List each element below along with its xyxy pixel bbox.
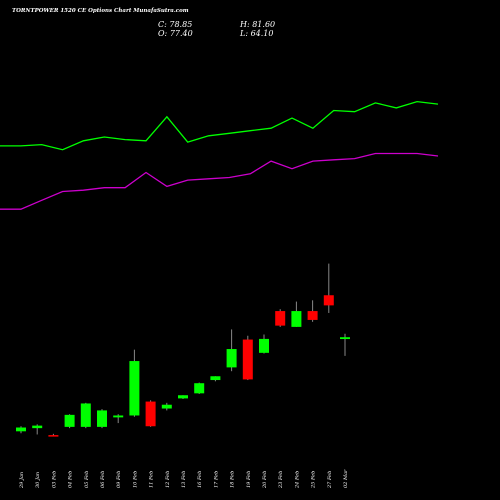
bull-candle	[80, 403, 91, 427]
bear-candle	[48, 435, 59, 437]
bull-candle	[64, 414, 75, 427]
x-tick-label: 04 Feb	[68, 471, 74, 488]
bull-candle	[226, 349, 237, 368]
bull-candle	[16, 427, 26, 432]
bull-candle	[113, 415, 124, 418]
bull-candle	[129, 361, 140, 416]
chart-title: TORNTPOWER 1520 CE Options Chart MunafaS…	[12, 8, 189, 14]
bear-candle	[275, 311, 286, 326]
x-tick-label: 17 Feb	[213, 471, 219, 488]
x-tick-label: 05 Feb	[84, 471, 90, 488]
x-tick-label: 09 Feb	[116, 471, 122, 488]
x-tick-label: 13 Feb	[181, 471, 187, 488]
x-tick-label: 29 Jan	[19, 472, 25, 489]
x-tick-label: 30 Jan	[35, 472, 41, 488]
high-readout: H: 81.60	[240, 20, 276, 29]
bull-candle	[291, 311, 302, 327]
bull-candle	[194, 383, 205, 394]
x-tick-label: 19 Feb	[246, 471, 252, 488]
bear-candle	[307, 311, 318, 320]
x-tick-label: 18 Feb	[230, 471, 236, 488]
bull-candle	[259, 338, 269, 353]
bear-candle	[323, 295, 334, 306]
x-tick-label: 11 Feb	[149, 471, 155, 488]
upper-band-line	[0, 100, 439, 151]
x-tick-label: 03 Feb	[51, 471, 57, 488]
close-readout: C: 78.85	[158, 20, 193, 29]
bear-candle	[242, 339, 253, 380]
x-tick-label: 06 Feb	[100, 471, 106, 488]
bull-candle	[178, 395, 188, 399]
x-tick-label: 12 Feb	[165, 471, 171, 488]
x-tick-label: 27 Feb	[327, 471, 333, 489]
bull-candle	[210, 376, 221, 381]
x-tick-label: 23 Feb	[278, 471, 284, 489]
bull-candle	[340, 337, 350, 340]
x-tick-label: 24 Feb	[294, 471, 300, 489]
x-tick-label: 02 Mar	[343, 469, 349, 488]
open-readout: O: 77.40	[158, 29, 193, 38]
lower-band-line	[0, 152, 439, 210]
bull-candle	[97, 410, 107, 427]
low-readout: L: 64.10	[240, 29, 274, 38]
bull-candle	[161, 404, 172, 409]
bear-candle	[145, 401, 156, 427]
x-tick-label: 20 Feb	[262, 471, 268, 489]
x-tick-label: 16 Feb	[197, 471, 203, 488]
x-tick-label: 25 Feb	[311, 471, 317, 489]
bull-candle	[32, 425, 43, 429]
x-tick-label: 10 Feb	[132, 471, 138, 488]
